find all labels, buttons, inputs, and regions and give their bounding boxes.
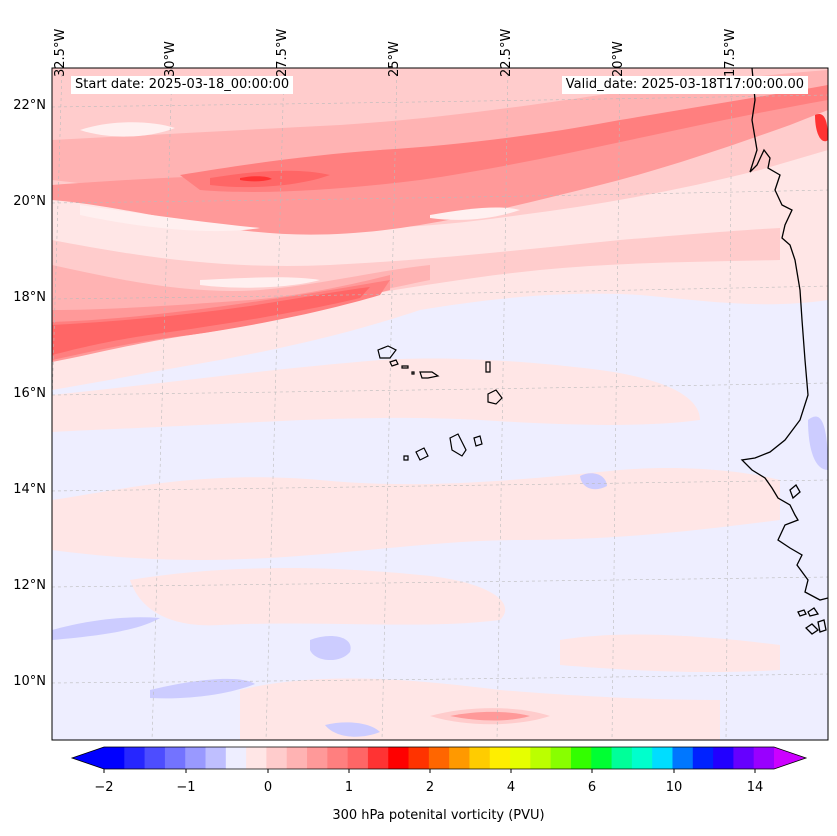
- pv-contour-light: [80, 205, 260, 232]
- pv-contour-blue: [150, 678, 255, 699]
- latitude-label: 12°N: [13, 578, 46, 593]
- colorbar-swatch: [388, 747, 410, 769]
- pv-contour-blue: [52, 617, 160, 640]
- colorbar-swatch: [733, 747, 755, 769]
- colorbar-swatch: [550, 747, 572, 769]
- pv-contour-blue: [808, 416, 828, 470]
- colorbar-swatch: [753, 747, 775, 769]
- pv-field: [52, 68, 828, 740]
- colorbar-swatch: [652, 747, 673, 769]
- latitude-label: 18°N: [13, 290, 46, 305]
- colorbar-swatch: [591, 747, 613, 769]
- colorbar-tick-label: 6: [587, 780, 597, 795]
- colorbar-swatch: [408, 747, 430, 769]
- colorbar-swatch: [631, 747, 653, 769]
- pv-contour-strong: [180, 85, 828, 192]
- colorbar-swatch: [469, 747, 491, 769]
- pv-contour-blue: [310, 636, 351, 661]
- longitude-label: 27.5°W: [275, 28, 290, 77]
- colorbar-swatch: [347, 747, 369, 769]
- longitude-label: 30°W: [163, 41, 178, 77]
- colorbar-swatch: [286, 747, 308, 769]
- colorbar-swatch: [104, 747, 125, 769]
- latitude-label: 20°N: [13, 194, 46, 209]
- pv-contour-light: [560, 634, 780, 673]
- longitude-label: 17.5°W: [723, 28, 738, 77]
- map-frame: [51, 67, 829, 741]
- colorbar-swatch: [367, 747, 389, 769]
- colorbar-swatch: [327, 747, 349, 769]
- colorbar-swatch: [124, 747, 146, 769]
- colorbar-tick-label: 14: [746, 780, 764, 795]
- pv-contour-light: [130, 568, 506, 626]
- colorbar-under-arrow: [72, 747, 104, 769]
- colorbar-swatch: [713, 747, 734, 769]
- coastline: [740, 68, 828, 635]
- colorbar-tick-label: 10: [665, 780, 683, 795]
- valid-date-label: Valid_date: 2025-03-18T17:00:00.00: [561, 76, 808, 94]
- latitude-label: 22°N: [13, 98, 46, 113]
- colorbar-over-arrow: [774, 747, 806, 769]
- colorbar-swatch: [611, 747, 633, 769]
- colorbar-swatch: [225, 747, 247, 769]
- pv-contour-blue: [325, 722, 380, 737]
- colorbar-tick-label: −2: [94, 780, 114, 795]
- latitude-label: 16°N: [13, 386, 46, 401]
- longitude-label: 32.5°W: [53, 28, 68, 77]
- colorbar-swatch: [510, 747, 531, 769]
- colorbar-tick-label: −1: [176, 780, 196, 795]
- colorbar-swatch: [530, 747, 552, 769]
- colorbar-swatch: [428, 747, 450, 769]
- start-date-label: Start date: 2025-03-18_00:00:00: [71, 76, 294, 94]
- latitude-label: 14°N: [13, 482, 46, 497]
- longitude-label: 25°W: [387, 41, 402, 77]
- colorbar-tick-label: 0: [263, 780, 273, 795]
- colorbar-swatch: [205, 747, 227, 769]
- graticule: [52, 68, 828, 740]
- cape-verde-islands: [377, 345, 503, 461]
- pv-contour-light: [200, 277, 320, 288]
- colorbar-swatch: [164, 747, 186, 769]
- pv-contour-light: [52, 358, 700, 432]
- colorbar-title: 300 hPa potenital vorticity (PVU): [332, 808, 545, 823]
- colorbar-swatch: [144, 747, 166, 769]
- pv-contour-red: [450, 711, 530, 721]
- latitude-label: 10°N: [13, 674, 46, 689]
- pv-contour-strong: [52, 287, 370, 355]
- pv-contour-pink: [52, 228, 780, 340]
- pv-contour-blue: [580, 473, 607, 490]
- longitude-label: 22.5°W: [499, 28, 514, 77]
- colorbar-swatch: [489, 747, 511, 769]
- colorbar-swatch: [266, 747, 288, 769]
- colorbar-swatch: [570, 747, 592, 769]
- colorbar-swatch: [449, 747, 470, 769]
- pv-contour-light: [430, 207, 520, 220]
- colorbar-tick-label: 4: [506, 780, 516, 795]
- colorbar-tick-label: 1: [344, 780, 354, 795]
- colorbar-tick-label: 2: [425, 780, 435, 795]
- longitude-label: 20°W: [611, 41, 626, 77]
- colorbar: [70, 746, 808, 773]
- colorbar-swatch: [672, 747, 694, 769]
- colorbar-swatch: [692, 747, 714, 769]
- colorbar-swatch: [307, 747, 328, 769]
- pv-contour-light: [52, 468, 780, 560]
- pv-contour-light: [80, 122, 175, 137]
- colorbar-swatch: [246, 747, 267, 769]
- pv-contour-strong: [240, 176, 272, 182]
- colorbar-swatch: [185, 747, 207, 769]
- pv-contour-strong: [815, 114, 828, 142]
